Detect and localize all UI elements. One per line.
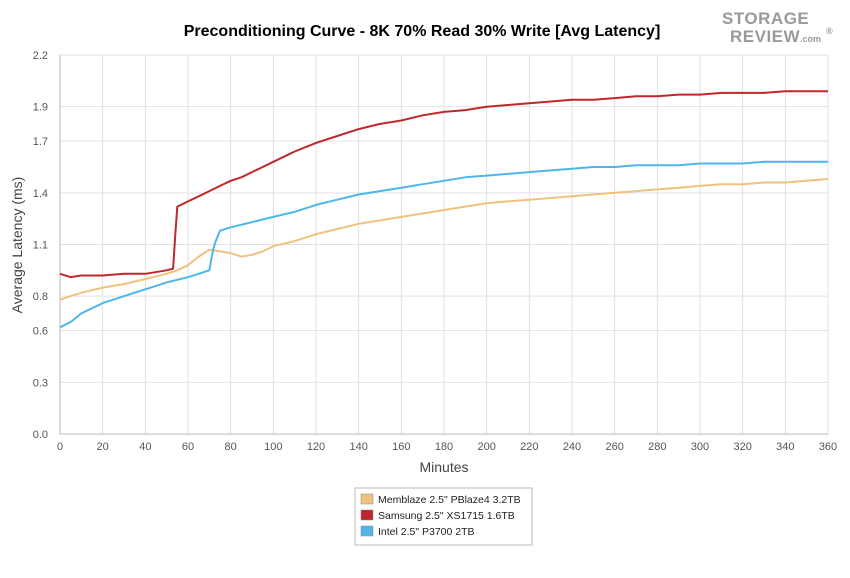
legend-swatch-2: [360, 509, 374, 521]
x-tick-label: 60: [182, 441, 194, 453]
x-axis-label: Minutes: [419, 459, 468, 475]
logo-line-1: STORAGE: [722, 9, 809, 28]
legend-label-3: Intel 2.5" P3700 2TB: [378, 526, 475, 538]
y-tick-label: 1.1: [33, 240, 48, 252]
axes: [59, 55, 828, 435]
grid-lines: [60, 54, 829, 434]
x-tick-label: 180: [435, 441, 453, 453]
x-tick-label: 100: [264, 441, 282, 453]
logo-suffix: .com: [800, 34, 821, 44]
x-tick-label: 340: [776, 441, 794, 453]
logo-registered-mark: ®: [826, 26, 833, 36]
x-tick-label: 120: [307, 441, 325, 453]
chart-title: Preconditioning Curve - 8K 70% Read 30% …: [184, 23, 661, 40]
x-tick-label: 140: [349, 441, 367, 453]
series-line-3: [59, 160, 828, 329]
legend-label-2: Samsung 2.5" XS1715 1.6TB: [378, 510, 515, 522]
y-tick-label: 2.2: [33, 50, 48, 62]
series-line-2: [59, 90, 828, 279]
series-line-1: [59, 178, 829, 301]
tick-labels: 0 20 40 60 80 100 120 140 160 180 200 220 240 260 280 3…: [33, 50, 837, 453]
y-tick-label: 1.7: [33, 136, 48, 148]
x-tick-label: 360: [819, 441, 837, 453]
legend-label-1: Memblaze 2.5" PBlaze4 3.2TB: [378, 494, 521, 506]
x-tick-label: 300: [691, 441, 709, 453]
y-tick-label: 0.8: [33, 291, 48, 303]
y-tick-label: 0.0: [33, 429, 48, 441]
y-tick-label: 1.9: [33, 102, 48, 114]
x-tick-label: 40: [139, 441, 151, 453]
x-tick-label: 20: [97, 441, 109, 453]
x-tick-label: 280: [648, 441, 666, 453]
legend: Memblaze 2.5" PBlaze4 3.2TB Samsung 2.5" …: [354, 487, 533, 546]
logo-line-2: REVIEW: [730, 27, 801, 46]
y-tick-label: 0.3: [33, 377, 48, 389]
y-axis-label: Average Latency (ms): [9, 177, 25, 314]
x-tick-label: 160: [392, 441, 410, 453]
x-tick-label: 200: [477, 441, 495, 453]
y-tick-label: 0.6: [33, 326, 48, 338]
site-logo: STORAGE REVIEW .com ®: [722, 9, 833, 46]
x-tick-label: 0: [57, 441, 63, 453]
x-tick-label: 80: [225, 441, 237, 453]
y-tick-label: 1.4: [33, 188, 48, 200]
legend-swatch-1: [360, 493, 374, 505]
legend-box: [354, 487, 533, 546]
legend-swatch-3: [360, 525, 374, 537]
x-tick-label: 260: [605, 441, 623, 453]
series-lines: [59, 90, 829, 329]
x-tick-label: 320: [733, 441, 751, 453]
x-tick-label: 240: [563, 441, 581, 453]
x-tick-label: 220: [520, 441, 538, 453]
